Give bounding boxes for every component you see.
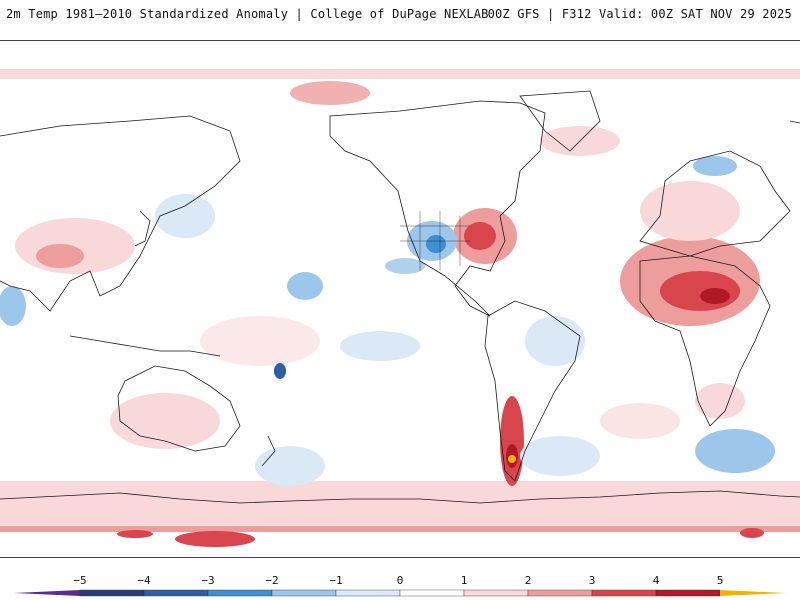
coastline-indonesia [69, 335, 221, 357]
legend-swatch--3_-2 [207, 589, 273, 597]
legend-tick-label: −1 [329, 574, 342, 587]
warm-anomaly-australia [110, 393, 220, 449]
warm-anomaly-arctic-pacific [290, 81, 370, 105]
antarctic-warm-band-strong [0, 526, 800, 532]
legend-tick-label: 1 [461, 574, 468, 587]
legend-tick-label: 2 [525, 574, 532, 587]
model-run-valid-time: 00Z GFS | F312 Valid: 00Z SAT NOV 29 202… [487, 7, 792, 21]
legend-tick-label: −5 [73, 574, 86, 587]
legend-swatch-4_5 [655, 589, 721, 597]
warm-anomaly-antarctica-b [117, 530, 153, 538]
legend-color-bar [14, 589, 786, 597]
warm-anomaly-south-africa [695, 383, 745, 419]
legend-tick-label: 3 [589, 574, 596, 587]
cool-anomaly-hawaii-region [287, 272, 323, 300]
legend-swatch--2_-1 [271, 589, 337, 597]
coastline-north-america [329, 100, 546, 317]
coastline-greenland [519, 90, 601, 152]
cool-anomaly-equatorial-pacific [340, 331, 420, 361]
legend-tick-label: 0 [397, 574, 404, 587]
cool-anomaly-west-asia [0, 286, 26, 326]
coastline-europe [639, 150, 791, 257]
legend-swatch-1_2 [463, 589, 529, 597]
warm-anomaly-east-us-core [464, 222, 496, 250]
legend-swatch-3_4 [591, 589, 657, 597]
warm-anomaly-east-europe [640, 181, 740, 241]
cool-anomaly-spot [274, 363, 286, 379]
cool-anomaly-central-us-core [426, 235, 446, 253]
warm-anomaly-patagonia [500, 396, 524, 486]
us-state-borders [400, 211, 470, 271]
cool-anomaly-south-atlantic [520, 436, 600, 476]
coastline-australia [117, 365, 241, 452]
legend-swatch--1_0 [335, 589, 401, 597]
coastlines [0, 90, 800, 504]
global-anomaly-map [0, 40, 800, 558]
warm-anomaly-china [15, 218, 135, 274]
cool-anomaly-west-pacific [155, 194, 215, 238]
cool-anomaly-south-pacific-a [255, 446, 325, 486]
coastline-new-zealand [261, 435, 276, 467]
warm-anomaly-africa-extreme [700, 288, 730, 304]
warm-anomaly-africa-core [660, 271, 740, 311]
legend-swatch--5_-4 [79, 589, 145, 597]
coastline-japan [134, 210, 151, 247]
legend-tick-label: −3 [201, 574, 214, 587]
legend-tick-label: 4 [653, 574, 660, 587]
coastline-asia-east [789, 120, 800, 124]
cool-anomaly-east-pacific [385, 258, 425, 274]
legend-tick-label: 5 [717, 574, 724, 587]
coastline-asia-west [0, 115, 241, 312]
arctic-warm-band [0, 69, 800, 79]
legend-tick-labels: −5 −4 −3 −2 −1 0 1 2 3 4 5 [73, 574, 723, 587]
map-title: 2m Temp 1981–2010 Standardized Anomaly |… [6, 7, 489, 21]
warm-anomaly-antarctica-c [740, 528, 764, 538]
legend-swatch-0_1 [399, 589, 465, 597]
legend-tick-label: −2 [265, 574, 278, 587]
map-canvas [0, 69, 800, 547]
warm-anomaly-antarctica-a [175, 531, 255, 547]
legend-tick-label: −4 [137, 574, 151, 587]
legend-swatch--4_-3 [143, 589, 209, 597]
hot-spot-patagonia [508, 455, 516, 463]
coastline-antarctica [0, 490, 800, 504]
coastline-africa [639, 255, 771, 427]
warm-anomaly-china-core [36, 244, 84, 268]
map-header: 2m Temp 1981–2010 Standardized Anomaly |… [0, 0, 800, 40]
coastline-south-america [484, 300, 581, 482]
legend-swatch-2_3 [527, 589, 593, 597]
cool-anomaly-amazon [525, 316, 585, 366]
anomaly-color-legend: −5 −4 −3 −2 −1 0 1 2 3 4 5 [0, 558, 800, 600]
cool-anomaly-scandinavia [693, 156, 737, 176]
legend-swatch-below-min [14, 590, 80, 596]
cool-anomaly-south-indian [695, 429, 775, 473]
antarctic-warm-band [0, 481, 800, 531]
warm-anomaly-south-atlantic [600, 403, 680, 439]
warm-anomaly-south-pacific [200, 316, 320, 366]
legend-swatch-above-max [720, 590, 786, 596]
